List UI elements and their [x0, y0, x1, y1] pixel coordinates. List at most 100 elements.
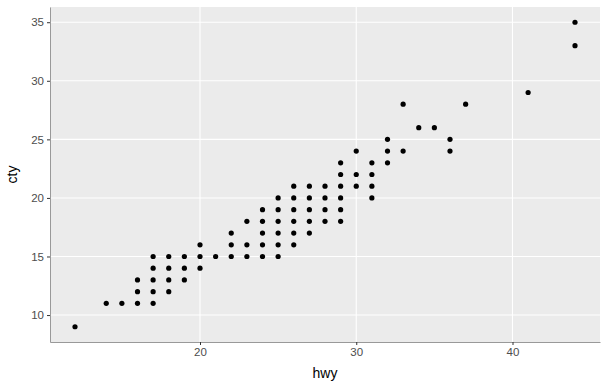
tick: 25: [31, 134, 50, 146]
x-axis: 20 30 40: [51, 342, 601, 358]
point: [151, 266, 156, 271]
point: [151, 254, 156, 259]
tick-label: 30: [350, 346, 363, 358]
point: [291, 219, 296, 224]
grid-line: [50, 80, 600, 81]
tick-label: 10: [31, 309, 44, 321]
point: [416, 125, 421, 130]
chart: 20 30 40 10 15 20 25 30 35 hwy cty: [0, 0, 609, 388]
tick-label: 40: [507, 346, 520, 358]
point: [338, 160, 343, 165]
point: [385, 148, 390, 153]
point: [182, 277, 187, 282]
point: [229, 230, 234, 235]
tick-mark: [356, 342, 357, 345]
point: [135, 289, 140, 294]
tick: 30: [31, 75, 50, 87]
point: [307, 195, 312, 200]
point: [291, 184, 296, 189]
point: [401, 148, 406, 153]
point: [307, 184, 312, 189]
point: [229, 254, 234, 259]
tick: 40: [507, 342, 520, 358]
tick: 20: [194, 342, 207, 358]
point: [151, 289, 156, 294]
point: [338, 195, 343, 200]
point: [276, 230, 281, 235]
point: [151, 277, 156, 282]
point: [291, 242, 296, 247]
tick: 20: [31, 192, 50, 204]
point: [307, 207, 312, 212]
point: [322, 184, 327, 189]
point: [369, 160, 374, 165]
point: [322, 207, 327, 212]
point: [260, 230, 265, 235]
point: [276, 195, 281, 200]
point: [166, 277, 171, 282]
tick-mark: [200, 342, 201, 345]
grid-line: [199, 7, 200, 342]
point: [260, 219, 265, 224]
point: [369, 195, 374, 200]
point: [385, 137, 390, 142]
tick-mark: [47, 198, 50, 199]
tick: 35: [31, 16, 50, 28]
point: [307, 230, 312, 235]
point: [72, 324, 77, 329]
point: [354, 148, 359, 153]
point: [447, 137, 452, 142]
point: [244, 254, 249, 259]
y-axis-title: cty: [4, 166, 20, 184]
point: [151, 301, 156, 306]
point: [338, 172, 343, 177]
grid-line: [512, 7, 513, 342]
plot: 20 30 40 10 15 20 25 30 35: [31, 7, 600, 358]
point: [166, 266, 171, 271]
point: [166, 289, 171, 294]
point: [260, 254, 265, 259]
tick-mark: [47, 139, 50, 140]
tick-label: 15: [31, 251, 44, 263]
tick: 10: [31, 309, 50, 321]
tick-label: 35: [31, 16, 44, 28]
point: [182, 254, 187, 259]
grid: [50, 7, 600, 342]
point: [135, 301, 140, 306]
point: [369, 184, 374, 189]
point: [463, 102, 468, 107]
point: [432, 125, 437, 130]
point: [291, 207, 296, 212]
point: [401, 102, 406, 107]
point: [291, 230, 296, 235]
x-axis-title: hwy: [313, 365, 338, 381]
point: [260, 242, 265, 247]
tick-label: 25: [31, 134, 44, 146]
grid-line: [50, 315, 600, 316]
point: [213, 254, 218, 259]
grid-line: [50, 256, 600, 257]
point: [526, 90, 531, 95]
point: [385, 160, 390, 165]
point: [572, 43, 577, 48]
tick-mark: [47, 22, 50, 23]
tick-mark: [513, 342, 514, 345]
point: [276, 207, 281, 212]
tick-label: 30: [31, 75, 44, 87]
point: [229, 242, 234, 247]
point: [197, 254, 202, 259]
tick-label: 20: [31, 192, 44, 204]
tick-label: 20: [194, 346, 207, 358]
point: [197, 266, 202, 271]
grid-line: [50, 22, 600, 23]
tick-mark: [47, 256, 50, 257]
point: [322, 219, 327, 224]
tick-mark: [47, 315, 50, 316]
x-axis-line: [51, 342, 601, 343]
point: [244, 219, 249, 224]
point: [104, 301, 109, 306]
point: [197, 242, 202, 247]
y-axis-line: [50, 8, 51, 343]
point: [119, 301, 124, 306]
tick: 30: [350, 342, 363, 358]
